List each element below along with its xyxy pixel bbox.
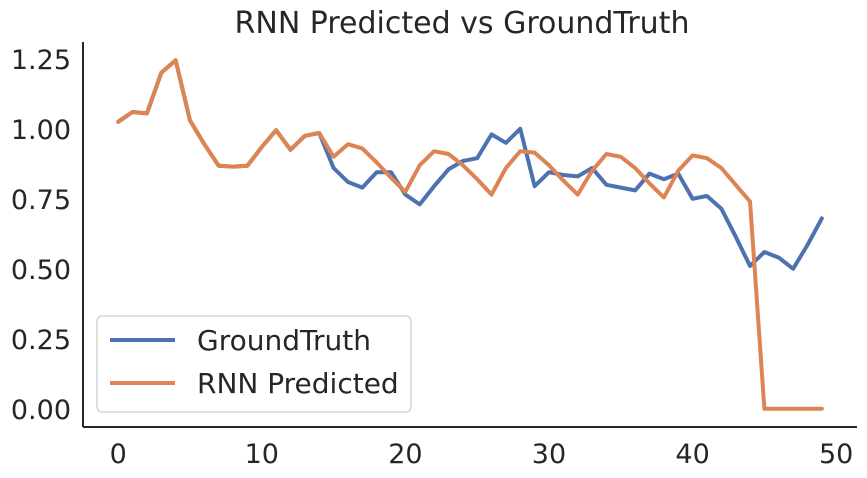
x-tick-label: 0 [110, 439, 127, 470]
legend-label-rnn-predicted: RNN Predicted [197, 367, 399, 400]
x-tick-label: 30 [532, 439, 566, 470]
legend: GroundTruth RNN Predicted [96, 315, 412, 413]
y-tick-label: 0.75 [11, 185, 71, 216]
x-tick-label: 50 [819, 439, 853, 470]
y-tick-label: 0.25 [11, 325, 71, 356]
x-tick-label: 10 [245, 439, 279, 470]
chart-title: RNN Predicted vs GroundTruth [235, 6, 690, 41]
legend-frame [96, 315, 412, 413]
x-axis-ticks: 0 10 20 30 40 50 [110, 439, 854, 470]
x-tick-label: 20 [388, 439, 422, 470]
y-tick-label: 0.00 [11, 395, 71, 426]
x-tick-label: 40 [675, 439, 709, 470]
legend-label-groundtruth: GroundTruth [197, 324, 371, 357]
y-tick-label: 0.50 [11, 255, 71, 286]
y-axis-ticks: 0.00 0.25 0.50 0.75 1.00 1.25 [11, 45, 71, 426]
series-layer [116, 58, 824, 411]
y-tick-label: 1.00 [11, 115, 71, 146]
y-tick-label: 1.25 [11, 45, 71, 76]
series-line-rnn-predicted [116, 58, 824, 411]
